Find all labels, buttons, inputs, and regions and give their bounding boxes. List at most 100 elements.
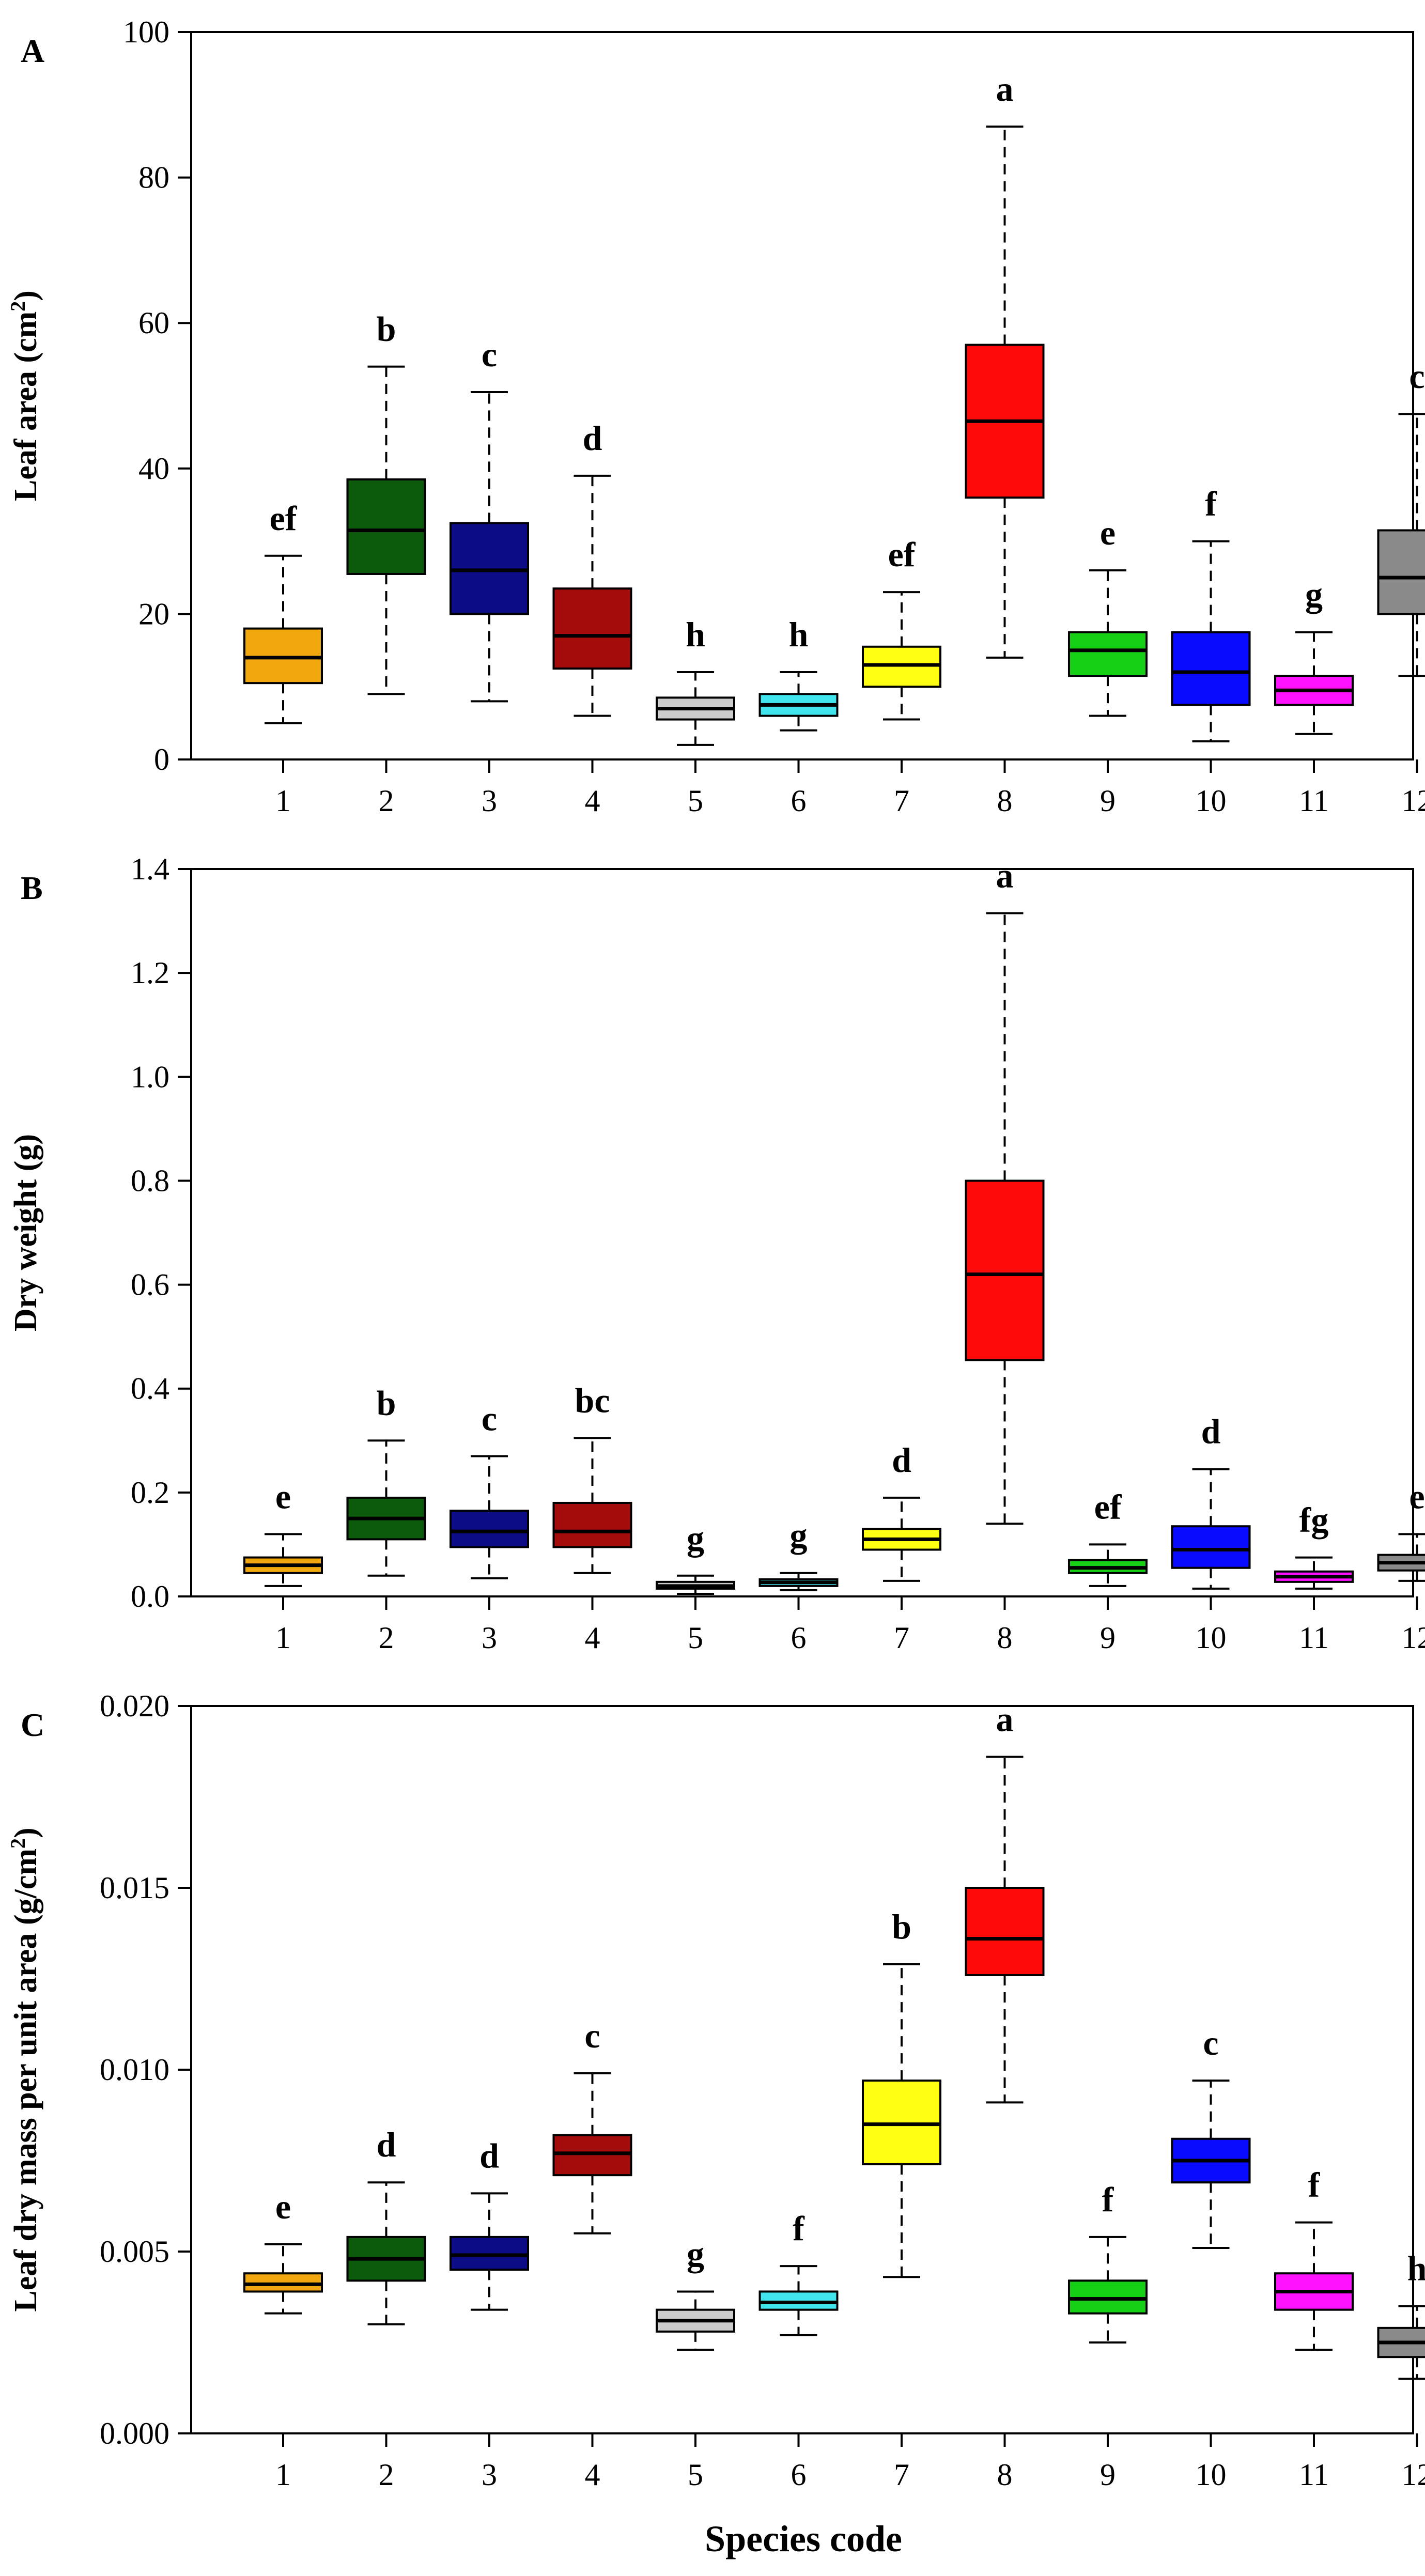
y-tick-label: 1.4: [131, 852, 169, 886]
x-tick-label: 5: [688, 784, 703, 818]
x-tick-label: 6: [791, 1621, 807, 1655]
box-species-6: g: [758, 1516, 839, 1591]
box-species-2: b: [346, 1383, 426, 1577]
x-tick-label: 3: [482, 784, 497, 818]
significance-letter: f: [1308, 2165, 1321, 2205]
significance-letter: fg: [1299, 1500, 1329, 1540]
x-tick-label: 1: [275, 784, 291, 818]
x-tick-label: 11: [1299, 1621, 1329, 1655]
iqr-box: [1171, 631, 1251, 706]
x-tick-label: 8: [997, 2458, 1013, 2492]
y-tick-label: 0.010: [100, 2053, 169, 2087]
significance-letter: e: [275, 2187, 291, 2226]
significance-letter: h: [1407, 2249, 1425, 2288]
box-species-7: b: [862, 1907, 941, 2278]
box-species-10: d: [1171, 1412, 1251, 1590]
box-species-12: h: [1377, 2249, 1425, 2380]
x-tick-label: 7: [894, 784, 909, 818]
box-species-4: bc: [552, 1380, 632, 1574]
significance-letter: e: [1409, 1477, 1424, 1516]
x-tick-label: 12: [1402, 784, 1425, 818]
x-tick-label: 3: [482, 1621, 497, 1655]
significance-letter: d: [1201, 1412, 1221, 1451]
significance-letter: ef: [888, 535, 916, 574]
significance-letter: h: [789, 615, 809, 654]
box-species-9: f: [1068, 2180, 1148, 2344]
panel-c: C 0.000 0.005 0.010 0.015 0.020 Leaf dry mass …: [6, 1689, 1425, 2492]
x-tick-label: 3: [482, 2458, 497, 2492]
x-tick-label: 7: [894, 2458, 909, 2492]
y-tick-label: 0.005: [100, 2234, 169, 2269]
x-tick-label: 11: [1299, 2458, 1329, 2492]
significance-letter: b: [377, 1383, 396, 1422]
box-species-5: g: [656, 2234, 735, 2351]
box-species-7: ef: [862, 535, 941, 721]
iqr-box: [243, 2272, 323, 2293]
x-tick-label: 1: [275, 2458, 291, 2492]
x-tick-label: 10: [1196, 784, 1227, 818]
box-species-2: b: [346, 309, 426, 695]
box-species-11: g: [1274, 575, 1354, 735]
plot-frame: [190, 868, 1414, 1597]
x-axis-title: Species code: [705, 2518, 902, 2559]
y-tick-label: 100: [123, 15, 169, 49]
significance-letter: c: [482, 1399, 497, 1438]
x-tick-label: 4: [585, 2458, 600, 2492]
iqr-box: [862, 2080, 941, 2166]
iqr-box: [1068, 631, 1148, 677]
iqr-box: [1068, 2279, 1148, 2315]
box-species-8: a: [965, 856, 1045, 1525]
significance-letter: c: [1203, 2023, 1218, 2062]
y-tick-label: 0.2: [131, 1476, 169, 1510]
significance-letter: d: [583, 418, 602, 458]
y-tick-label: 20: [138, 597, 169, 631]
x-tick-label: 12: [1402, 2458, 1425, 2492]
significance-letter: g: [687, 2234, 704, 2273]
y-tick-label: 40: [138, 452, 169, 486]
box-species-3: c: [450, 335, 529, 703]
box-species-7: d: [862, 1440, 941, 1582]
x-tick-label: 6: [791, 2458, 807, 2492]
plot-frame: [190, 31, 1414, 761]
y-tick-label: 0.020: [100, 1689, 169, 1723]
significance-letter: f: [1102, 2180, 1114, 2219]
iqr-box: [862, 645, 941, 688]
y-tick-label: 0: [154, 742, 169, 777]
box-species-4: c: [552, 2016, 632, 2234]
x-tick-label: 9: [1100, 784, 1116, 818]
box-species-2: d: [346, 2125, 426, 2325]
y-tick-label: 1.0: [131, 1060, 169, 1094]
iqr-box: [1171, 1525, 1251, 1569]
iqr-box: [243, 627, 323, 685]
significance-letter: c: [482, 335, 497, 374]
x-tick-label: 12: [1402, 1621, 1425, 1655]
x-tick-label: 5: [688, 2458, 703, 2492]
y-tick-label: 0.015: [100, 1871, 169, 1905]
iqr-box: [1377, 529, 1425, 615]
box-species-12: e: [1377, 1477, 1425, 1582]
iqr-box: [450, 522, 529, 615]
significance-letter: c: [1409, 356, 1424, 396]
box-species-10: c: [1171, 2023, 1251, 2249]
x-tick-label: 4: [585, 1621, 600, 1655]
y-tick-label: 80: [138, 161, 169, 195]
y-tick-label: 60: [138, 306, 169, 340]
significance-letter: f: [1205, 484, 1217, 523]
box-species-10: f: [1171, 484, 1251, 742]
iqr-box: [965, 1180, 1045, 1361]
box-species-1: e: [243, 2187, 323, 2315]
box-species-1: e: [243, 1477, 323, 1587]
y-axis-label: Leaf dry mass per unit area (g/cm2): [6, 1827, 44, 2311]
panel-label: B: [21, 870, 43, 906]
iqr-box: [450, 2236, 529, 2271]
y-axis-label: Leaf area (cm2): [6, 290, 44, 501]
box-species-4: d: [552, 418, 632, 717]
iqr-box: [552, 1501, 632, 1548]
y-tick-label: 0.6: [131, 1268, 169, 1302]
x-tick-label: 7: [894, 1621, 909, 1655]
y-tick-label: 0.8: [131, 1163, 169, 1198]
box-species-1: ef: [243, 499, 323, 724]
panel-b: B 0.0 0.2 0.4 0.6 0.8 1.0 1.2 1.4 Dry weight (g) 1…: [8, 852, 1425, 1655]
significance-letter: e: [1100, 513, 1116, 552]
